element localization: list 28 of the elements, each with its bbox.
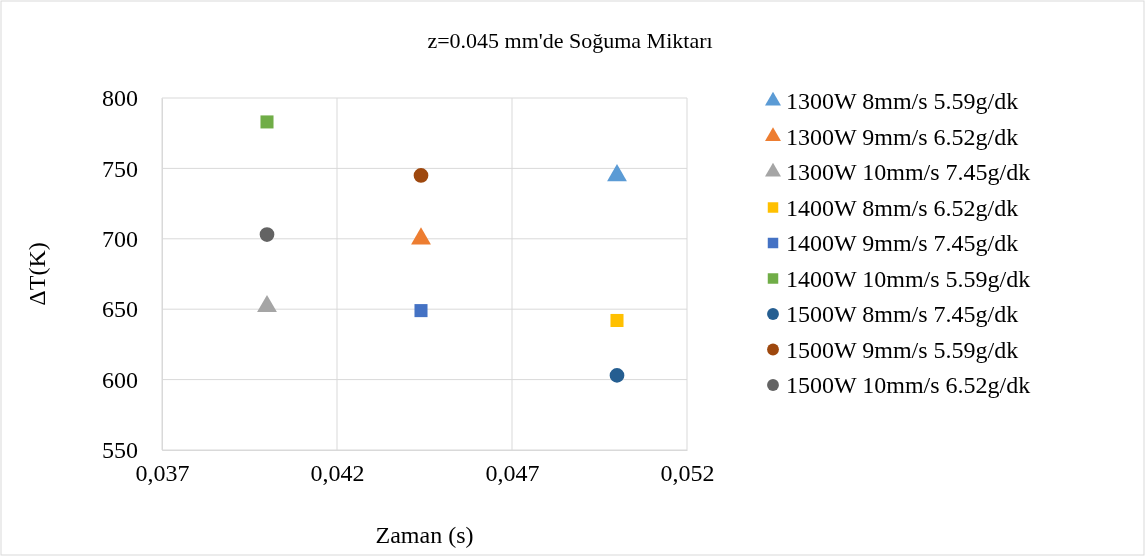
point xyxy=(609,368,625,383)
legend-label: 1300W 10mm/s 7.45g/dk xyxy=(786,159,1031,185)
x-tick-label: 0,042 xyxy=(310,460,365,487)
x-axis-title: Zaman (s) xyxy=(375,522,474,548)
point xyxy=(259,227,275,242)
legend-label: 1500W 10mm/s 6.52g/dk xyxy=(786,372,1031,398)
y-tick-label: 550 xyxy=(102,437,138,464)
y-axis-title: ΔT(K) xyxy=(24,242,50,306)
x-tick-label: 0,047 xyxy=(485,460,540,487)
y-tick-label: 750 xyxy=(102,155,138,182)
legend-label: 1300W 9mm/s 6.52g/dk xyxy=(786,123,1019,150)
x-tick-label: 0,052 xyxy=(660,460,715,487)
y-tick-label: 700 xyxy=(102,225,138,252)
legend-label: 1400W 10mm/s 5.59g/dk xyxy=(786,265,1031,292)
legend-label: 1500W 8mm/s 7.45g/dk xyxy=(786,301,1019,327)
y-tick-label: 800 xyxy=(102,85,138,112)
point xyxy=(260,115,274,129)
point xyxy=(414,304,428,318)
legend-label: 1400W 8mm/s 6.52g/dk xyxy=(786,194,1019,221)
x-tick-label: 0,037 xyxy=(135,460,190,487)
chart-title: z=0.045 mm'de Soğuma Miktarı xyxy=(427,28,713,53)
legend-label: 1400W 9mm/s 7.45g/dk xyxy=(786,230,1019,256)
point xyxy=(610,313,624,327)
legend-label: 1300W 8mm/s 5.59g/dk xyxy=(786,88,1019,114)
y-tick-label: 600 xyxy=(102,366,138,393)
y-tick-label: 650 xyxy=(102,296,138,323)
point xyxy=(413,168,429,183)
legend-label: 1500W 9mm/s 5.59g/dk xyxy=(786,336,1019,363)
